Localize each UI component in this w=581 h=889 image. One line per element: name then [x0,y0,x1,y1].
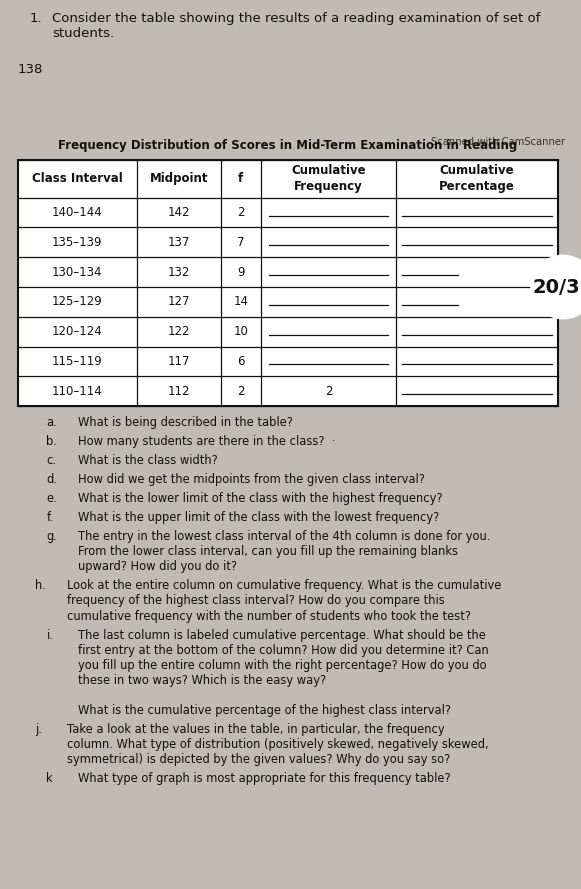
Text: i.: i. [46,629,53,642]
Text: students.: students. [52,27,114,40]
Text: cumulative frequency with the number of students who took the test?: cumulative frequency with the number of … [67,610,471,622]
Text: 132: 132 [167,266,190,278]
Text: you fill up the entire column with the right percentage? How do you do: you fill up the entire column with the r… [78,659,487,672]
Text: Scanned with CamScanner: Scanned with CamScanner [431,137,565,148]
Text: frequency of the highest class interval? How do you compare this: frequency of the highest class interval?… [67,595,444,607]
Text: From the lower class interval, can you fill up the remaining blanks: From the lower class interval, can you f… [78,545,458,558]
Text: c.: c. [46,454,56,467]
Text: How many students are there in the class?  ·: How many students are there in the class… [78,435,336,448]
Text: symmetrical) is depicted by the given values? Why do you say so?: symmetrical) is depicted by the given va… [67,753,450,766]
Text: 120–124: 120–124 [52,325,103,338]
Text: 115–119: 115–119 [52,355,103,368]
Text: 110–114: 110–114 [52,385,103,397]
Text: 6: 6 [237,355,245,368]
Text: 137: 137 [167,236,190,249]
Text: 7: 7 [237,236,245,249]
Text: 1.: 1. [30,12,42,25]
Text: upward? How did you do it?: upward? How did you do it? [78,560,238,573]
Text: 14: 14 [233,295,248,308]
Text: What is the lower limit of the class with the highest frequency?: What is the lower limit of the class wit… [78,493,443,505]
Text: g.: g. [46,530,58,543]
Text: 9: 9 [237,266,245,278]
Text: Midpoint: Midpoint [149,172,208,186]
Text: d.: d. [46,473,58,486]
Text: 2: 2 [237,206,245,219]
Text: k: k [46,773,53,785]
Text: j.: j. [35,723,42,736]
Text: 2: 2 [237,385,245,397]
Text: The entry in the lowest class interval of the 4th column is done for you.: The entry in the lowest class interval o… [78,530,491,543]
Circle shape [531,255,581,319]
Text: 138: 138 [18,63,44,76]
Text: a.: a. [46,416,58,428]
Text: 20/32: 20/32 [532,277,581,297]
Text: What is being described in the table?: What is being described in the table? [78,416,293,428]
Text: Take a look at the values in the table, in particular, the frequency: Take a look at the values in the table, … [67,723,444,736]
Text: Cumulative
Percentage: Cumulative Percentage [439,164,515,194]
Text: these in two ways? Which is the easy way?: these in two ways? Which is the easy way… [78,674,327,687]
Text: How did we get the midpoints from the given class interval?: How did we get the midpoints from the gi… [78,473,425,486]
Text: 2: 2 [325,385,332,397]
Text: Class Interval: Class Interval [32,172,123,186]
Text: 127: 127 [167,295,190,308]
Text: 122: 122 [167,325,190,338]
Text: 125–129: 125–129 [52,295,103,308]
Bar [18,160,558,406]
Text: f: f [238,172,243,186]
Text: 135–139: 135–139 [52,236,103,249]
Text: What is the cumulative percentage of the highest class interval?: What is the cumulative percentage of the… [78,704,451,717]
Text: Consider the table showing the results of a reading examination of set of: Consider the table showing the results o… [52,12,540,25]
Text: column. What type of distribution (positively skewed, negatively skewed,: column. What type of distribution (posit… [67,738,489,751]
Text: What is the upper limit of the class with the lowest frequency?: What is the upper limit of the class wit… [78,511,440,525]
Text: f.: f. [46,511,53,525]
Text: first entry at the bottom of the column? How did you determine it? Can: first entry at the bottom of the column?… [78,644,489,657]
Text: Look at the entire column on cumulative frequency. What is the cumulative: Look at the entire column on cumulative … [67,580,501,592]
Text: 130–134: 130–134 [52,266,103,278]
Text: 10: 10 [234,325,248,338]
Text: 142: 142 [167,206,190,219]
Text: 140–144: 140–144 [52,206,103,219]
Text: Cumulative
Frequency: Cumulative Frequency [291,164,366,194]
Text: h.: h. [35,580,46,592]
Text: The last column is labeled cumulative percentage. What should be the: The last column is labeled cumulative pe… [78,629,486,642]
Text: What is the class width?: What is the class width? [78,454,218,467]
Text: What type of graph is most appropriate for this frequency table?: What type of graph is most appropriate f… [78,773,451,785]
Text: e.: e. [46,493,58,505]
Text: 112: 112 [167,385,190,397]
Text: b.: b. [46,435,58,448]
Text: 117: 117 [167,355,190,368]
Text: Frequency Distribution of Scores in Mid-Term Examination in Reading: Frequency Distribution of Scores in Mid-… [58,139,518,152]
